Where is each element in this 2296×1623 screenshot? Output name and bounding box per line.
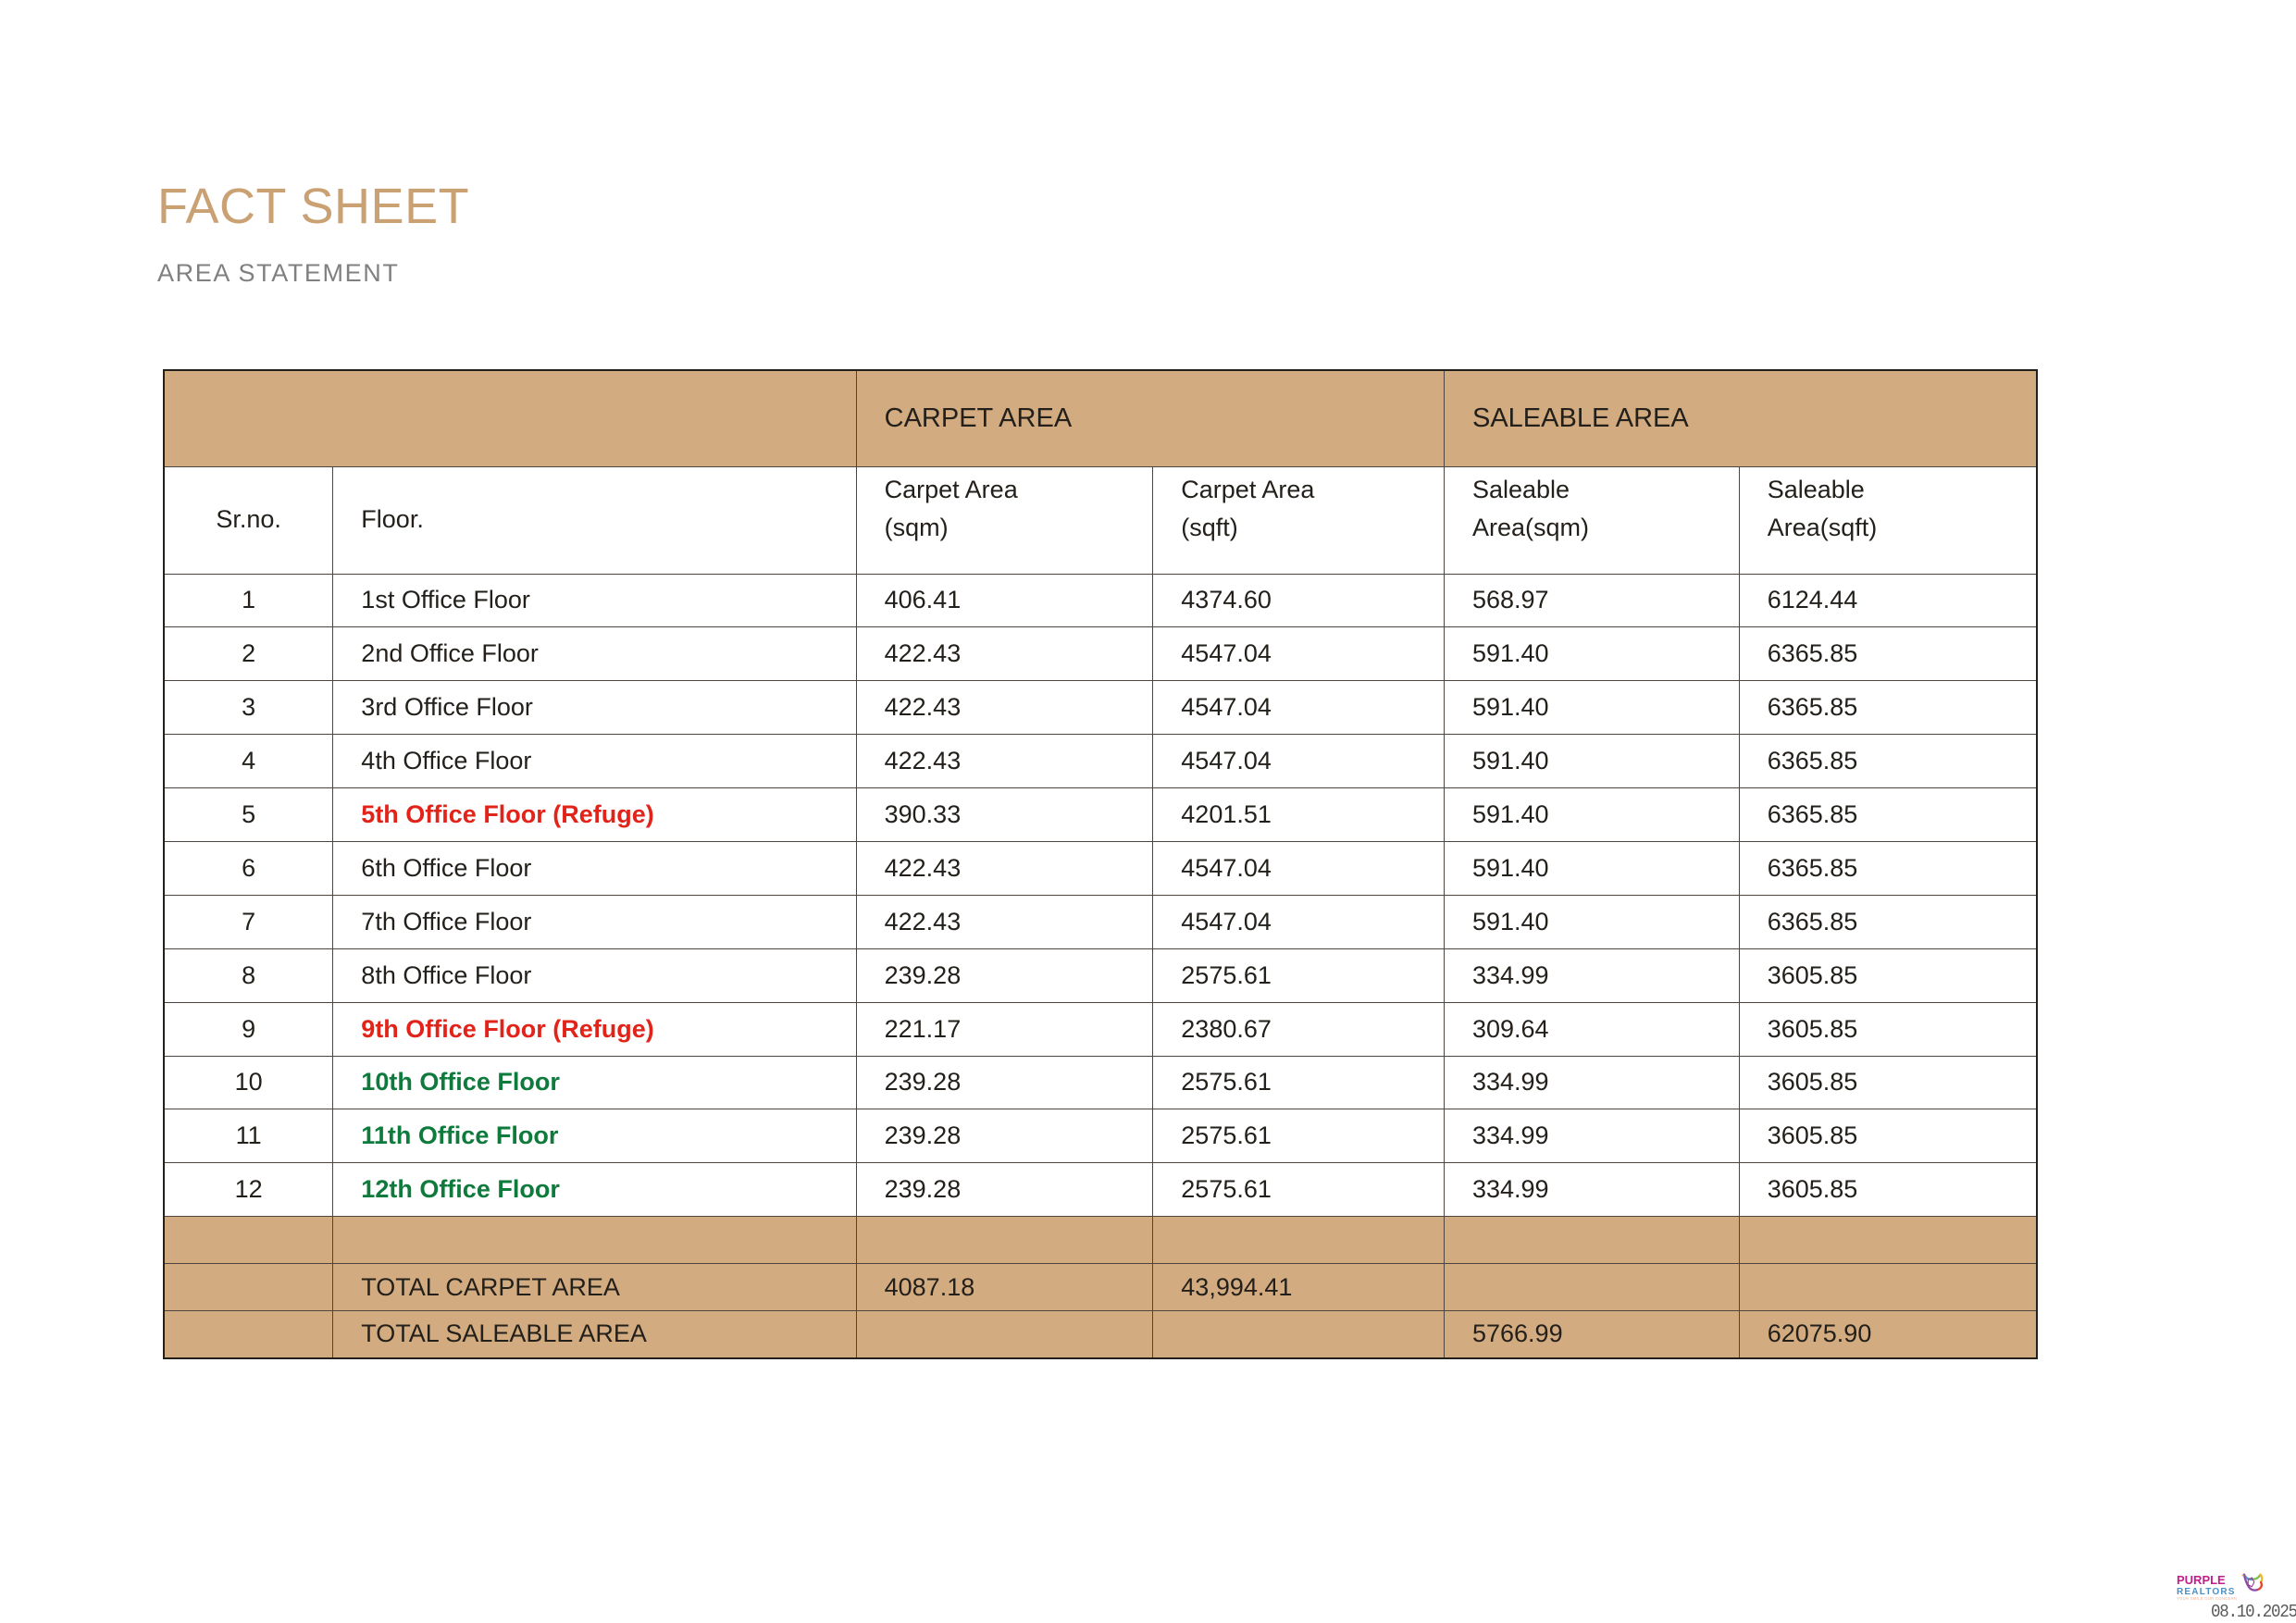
svg-text:YOUR SMILE OUR CONCERN: YOUR SMILE OUR CONCERN	[2177, 1596, 2237, 1601]
svg-text:PURPLE: PURPLE	[2177, 1573, 2226, 1587]
